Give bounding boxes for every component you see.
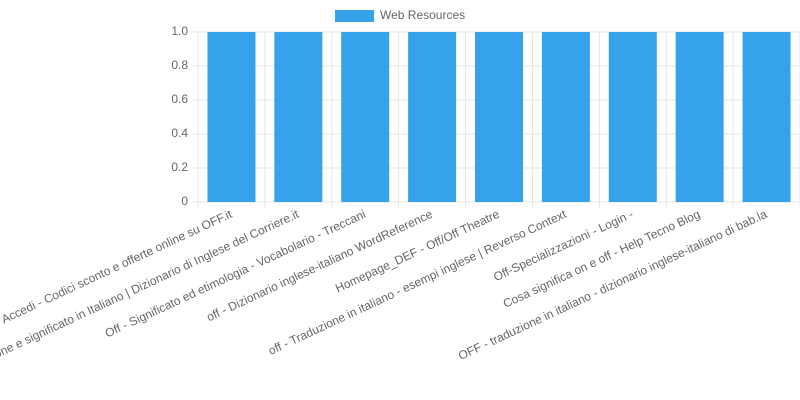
bar [341, 32, 390, 202]
x-tick-label: OFF - traduzione in italiano - dizionari… [456, 207, 769, 363]
legend-swatch [335, 10, 374, 22]
x-tick-label: one e significato in Italiano | Dizionar… [0, 207, 302, 361]
y-tick-label: 1.0 [171, 24, 188, 38]
bar [541, 32, 590, 202]
y-tick-label: 0 [181, 194, 188, 208]
legend-label: Web Resources [380, 8, 465, 22]
bar [742, 32, 791, 202]
y-tick-label: 0.6 [171, 92, 188, 106]
bar [274, 32, 323, 202]
bar [608, 32, 657, 202]
bar [207, 32, 256, 202]
bar [408, 32, 457, 202]
bar [475, 32, 523, 202]
y-tick-label: 0.4 [171, 126, 188, 140]
bar [675, 32, 724, 202]
y-tick-label: 0.8 [171, 58, 188, 72]
y-tick-label: 0.2 [171, 160, 188, 174]
